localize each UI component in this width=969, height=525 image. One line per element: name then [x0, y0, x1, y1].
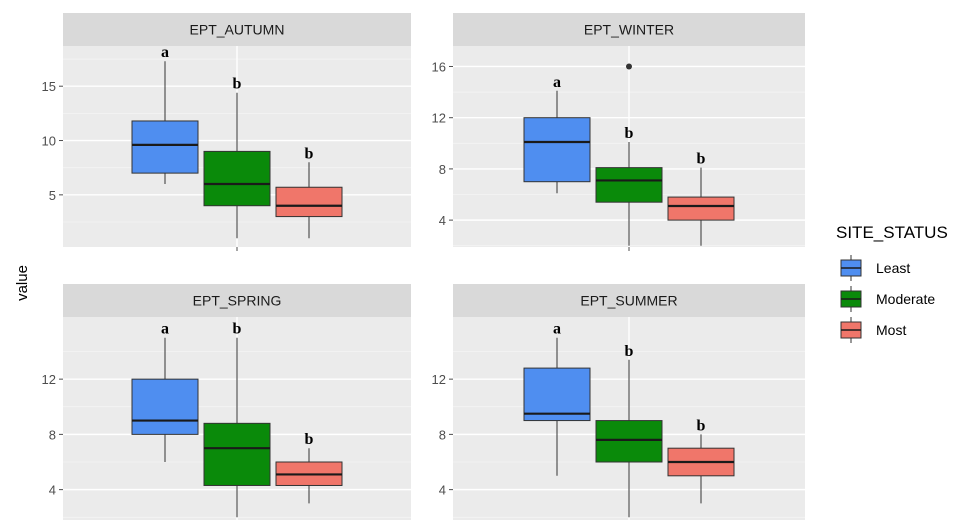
box-body	[595, 167, 663, 203]
y-tick-label: 10	[42, 134, 56, 149]
box-most: b	[275, 431, 343, 504]
facet-title: EPT_SPRING	[193, 293, 282, 309]
significance-letter: b	[305, 431, 314, 448]
facet-panel: EPT_AUTUMN 5 10 15 a b b	[42, 13, 411, 251]
significance-letter: b	[233, 76, 242, 93]
legend-item-moderate: Moderate	[840, 286, 935, 312]
y-tick-label: 8	[439, 427, 446, 442]
y-tick-label: 5	[49, 188, 56, 203]
facet-title: EPT_AUTUMN	[190, 22, 285, 38]
box-body	[203, 422, 271, 486]
significance-letter: b	[697, 417, 706, 434]
facet-panel: EPT_SPRING 4 8 12 a b b	[42, 284, 411, 524]
significance-letter: b	[233, 321, 242, 338]
panels: EPT_AUTUMN51015abbEPT_WINTER481216abbEPT…	[42, 13, 805, 524]
significance-letter: b	[697, 151, 706, 168]
box-moderate: b	[203, 321, 271, 518]
significance-letter: b	[305, 145, 314, 162]
facet-panel: EPT_WINTER 4 8 12 16 a b b	[432, 13, 805, 251]
facet-title: EPT_SUMMER	[580, 293, 677, 309]
y-tick-label: 12	[42, 372, 56, 387]
box-body	[523, 117, 591, 183]
facet-strip	[453, 13, 805, 46]
y-tick-label: 4	[439, 213, 446, 228]
legend-label: Moderate	[876, 291, 935, 307]
box-body	[131, 120, 199, 174]
y-tick-label: 12	[432, 111, 446, 126]
y-tick-label: 8	[49, 427, 56, 442]
significance-letter: a	[161, 44, 169, 61]
y-tick-label: 12	[432, 372, 446, 387]
y-tick-label: 4	[49, 483, 56, 498]
y-axis-label: value	[14, 265, 31, 301]
box-least: a	[131, 321, 199, 462]
significance-letter: b	[625, 125, 634, 142]
facet-strip	[63, 284, 411, 317]
box-body	[667, 196, 735, 221]
y-tick-label: 4	[439, 483, 446, 498]
significance-letter: b	[625, 343, 634, 360]
box-least: a	[523, 74, 591, 194]
box-body	[131, 378, 199, 435]
box-least: a	[523, 321, 591, 476]
box-moderate: b	[595, 343, 663, 518]
significance-letter: a	[553, 74, 561, 91]
box-most: b	[667, 417, 735, 504]
y-tick-label: 16	[432, 59, 446, 74]
legend-title: SITE_STATUS	[836, 223, 948, 242]
legend: SITE_STATUS Least Moderate Most	[836, 223, 948, 343]
legend-item-least: Least	[840, 255, 910, 281]
facet-panel: EPT_SUMMER 4 8 12 a b b	[432, 284, 805, 524]
box-body	[203, 150, 271, 207]
box-least: a	[131, 44, 199, 184]
box-body	[595, 420, 663, 463]
box-most: b	[275, 145, 343, 239]
box-moderate: b	[203, 76, 271, 239]
facet-strip	[453, 284, 805, 317]
outlier-point	[626, 63, 632, 70]
significance-letter: a	[553, 321, 561, 338]
box-body	[523, 367, 591, 422]
legend-label: Most	[876, 322, 906, 338]
facet-title: EPT_WINTER	[584, 22, 674, 38]
significance-letter: a	[161, 321, 169, 338]
y-tick-label: 8	[439, 162, 446, 177]
y-tick-label: 15	[42, 79, 56, 94]
legend-item-most: Most	[840, 317, 906, 343]
box-moderate: b	[595, 63, 663, 246]
facet-strip	[63, 13, 411, 46]
box-body	[275, 186, 343, 218]
box-most: b	[667, 151, 735, 246]
legend-label: Least	[876, 260, 910, 276]
